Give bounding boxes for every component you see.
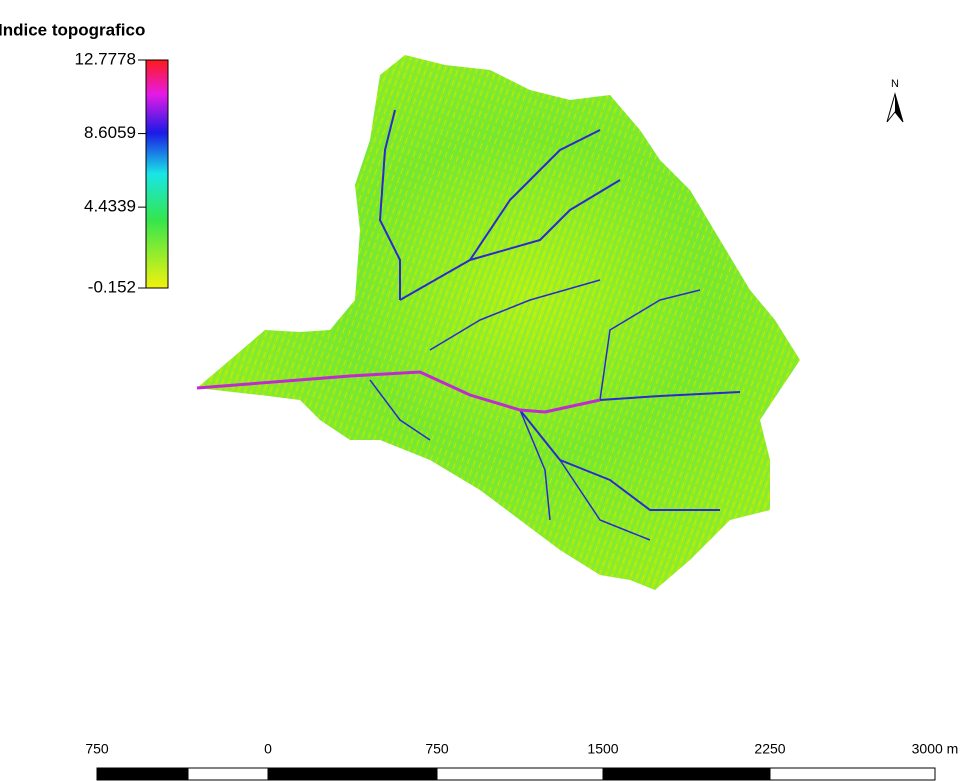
legend-title: Indice topografico [0, 20, 145, 39]
scale-segment [437, 768, 603, 780]
legend-tick-label: 8.6059 [84, 123, 136, 142]
scale-segment [770, 768, 935, 780]
scale-segment [603, 768, 770, 780]
legend-tick-label: 12.7778 [75, 49, 136, 68]
scale-segment [268, 768, 437, 780]
map: Indice topografico 12.7778 8.6059 4.4339 -0… [0, 0, 977, 781]
scale-bar: 750 0 750 1500 2250 3000 m [85, 741, 958, 780]
scale-label: 0 [264, 741, 272, 757]
north-arrow: N [887, 78, 903, 122]
north-label: N [891, 78, 899, 90]
scale-label: 2250 [754, 741, 785, 757]
scale-segment [97, 768, 188, 780]
scale-label: 750 [425, 741, 449, 757]
legend-tick-label: -0.152 [88, 277, 136, 296]
scale-label: 750 [85, 741, 109, 757]
scale-segment [188, 768, 268, 780]
scale-label: 1500 [587, 741, 618, 757]
scale-label: 3000 m [912, 741, 959, 757]
legend: 12.7778 8.6059 4.4339 -0.152 [75, 49, 168, 296]
legend-tick-label: 4.4339 [84, 197, 136, 216]
